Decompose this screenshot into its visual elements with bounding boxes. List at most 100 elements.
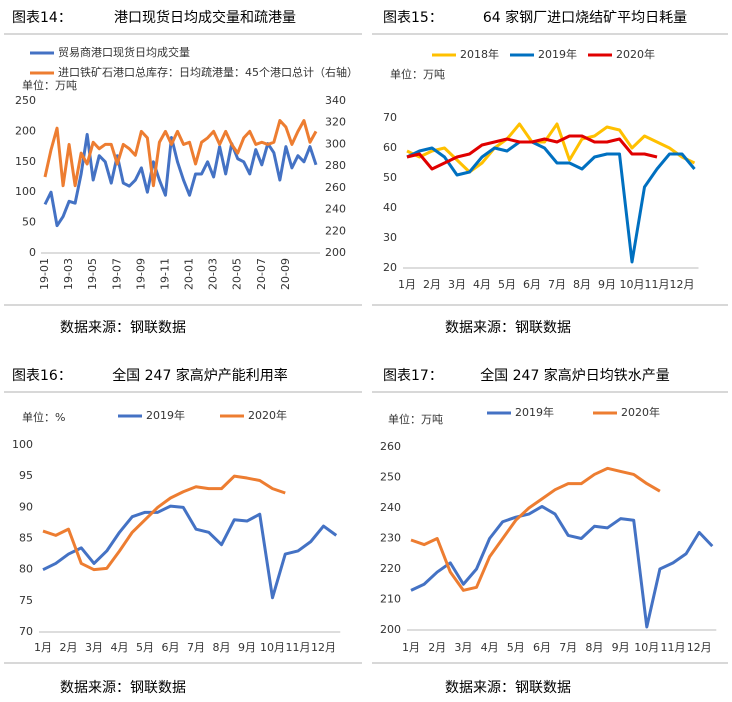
x-tick-label: 20-03 bbox=[207, 258, 220, 290]
y-tick-label: 50 bbox=[22, 216, 36, 229]
y-tick-label: 40 bbox=[383, 201, 397, 214]
series-line bbox=[42, 504, 338, 600]
x-tick-label: 4月 bbox=[481, 641, 499, 654]
legend-label: 2018年 bbox=[460, 47, 499, 61]
x-tick-label: 5月 bbox=[507, 641, 525, 654]
x-tick-label: 1月 bbox=[402, 641, 420, 654]
series-line bbox=[42, 474, 286, 572]
x-tick-label: 19-01 bbox=[38, 258, 51, 290]
y2-tick-label: 280 bbox=[325, 159, 346, 172]
x-tick-label: 5月 bbox=[498, 278, 516, 291]
legend-label: 2019年 bbox=[538, 47, 577, 61]
x-tick-label: 5月 bbox=[136, 641, 154, 654]
x-tick-label: 2月 bbox=[428, 641, 446, 654]
x-tick-label: 7月 bbox=[559, 641, 577, 654]
y-tick-label: 230 bbox=[380, 532, 401, 545]
y-tick-label: 90 bbox=[19, 500, 33, 513]
x-tick-label: 6月 bbox=[162, 641, 180, 654]
x-tick-label: 12月 bbox=[687, 641, 712, 654]
y-tick-label: 85 bbox=[19, 532, 33, 545]
y-tick-label: 80 bbox=[19, 563, 33, 576]
legend-label: 2019年 bbox=[515, 405, 554, 419]
x-tick-label: 4月 bbox=[473, 278, 491, 291]
series-line bbox=[410, 504, 714, 629]
figure-label: 图表17： bbox=[383, 368, 443, 384]
x-tick-label: 3月 bbox=[454, 641, 472, 654]
x-tick-label: 8月 bbox=[213, 641, 231, 654]
x-tick-label: 9月 bbox=[238, 641, 256, 654]
y-tick-label: 70 bbox=[19, 625, 33, 638]
x-tick-label: 4月 bbox=[111, 641, 129, 654]
x-tick-label: 9月 bbox=[612, 641, 630, 654]
y-tick-label: 210 bbox=[380, 593, 401, 606]
unit-label: 单位：% bbox=[22, 410, 65, 424]
y-tick-label: 50 bbox=[383, 171, 397, 184]
legend-label: 2019年 bbox=[146, 408, 185, 422]
x-tick-label: 11月 bbox=[645, 278, 670, 291]
x-tick-label: 20-07 bbox=[255, 258, 268, 290]
unit-label: 单位：万吨 bbox=[390, 67, 445, 81]
y-tick-label: 100 bbox=[12, 438, 33, 451]
source-note: 数据来源：钢联数据 bbox=[60, 680, 186, 696]
y-tick-label: 150 bbox=[15, 155, 36, 168]
y-tick-label: 250 bbox=[380, 471, 401, 484]
y-tick-label: 20 bbox=[383, 261, 397, 274]
x-tick-label: 10月 bbox=[634, 641, 659, 654]
series-line bbox=[43, 132, 318, 228]
y-tick-label: 95 bbox=[19, 469, 33, 482]
unit-label: 单位：万吨 bbox=[388, 412, 443, 426]
x-tick-label: 8月 bbox=[573, 278, 591, 291]
x-tick-label: 2月 bbox=[423, 278, 441, 291]
x-tick-label: 12月 bbox=[670, 278, 695, 291]
x-tick-label: 20-09 bbox=[279, 258, 292, 290]
figure-label: 图表15： bbox=[383, 10, 443, 26]
y-tick-label: 60 bbox=[383, 141, 397, 154]
source-note: 数据来源：钢联数据 bbox=[445, 680, 571, 696]
series-line bbox=[43, 119, 318, 188]
unit-label: 单位：万吨 bbox=[22, 78, 77, 92]
x-tick-label: 10月 bbox=[620, 278, 645, 291]
x-tick-label: 9月 bbox=[598, 278, 616, 291]
source-note: 数据来源：钢联数据 bbox=[60, 320, 186, 336]
x-tick-label: 7月 bbox=[187, 641, 205, 654]
legend-label: 2020年 bbox=[621, 405, 660, 419]
x-tick-label: 19-07 bbox=[110, 258, 123, 290]
figure-label: 图表16： bbox=[12, 368, 72, 384]
series-line bbox=[406, 134, 658, 171]
y-tick-label: 100 bbox=[15, 185, 36, 198]
y-tick-label: 75 bbox=[19, 594, 33, 607]
y2-tick-label: 320 bbox=[325, 116, 346, 129]
legend-label: 2020年 bbox=[248, 408, 287, 422]
x-tick-label: 19-03 bbox=[62, 258, 75, 290]
x-tick-label: 10月 bbox=[260, 641, 285, 654]
legend-label: 贸易商港口现货日均成交量 bbox=[58, 45, 190, 59]
series-line bbox=[410, 466, 661, 592]
chart-title: 港口现货日均成交量和疏港量 bbox=[114, 9, 296, 26]
figure-label: 图表14： bbox=[12, 10, 72, 26]
y-tick-label: 260 bbox=[380, 440, 401, 453]
x-tick-label: 20-05 bbox=[231, 258, 244, 290]
x-tick-label: 3月 bbox=[448, 278, 466, 291]
x-tick-label: 11月 bbox=[286, 641, 311, 654]
x-tick-label: 6月 bbox=[523, 278, 541, 291]
y-tick-label: 220 bbox=[380, 562, 401, 575]
x-tick-label: 19-09 bbox=[134, 258, 147, 290]
y-tick-label: 240 bbox=[380, 501, 401, 514]
source-note: 数据来源：钢联数据 bbox=[445, 320, 571, 336]
x-tick-label: 3月 bbox=[85, 641, 103, 654]
x-tick-label: 20-01 bbox=[183, 258, 196, 290]
y-tick-label: 200 bbox=[15, 124, 36, 137]
y-tick-label: 30 bbox=[383, 231, 397, 244]
legend-label: 2020年 bbox=[616, 47, 655, 61]
x-tick-label: 19-05 bbox=[86, 258, 99, 290]
y2-tick-label: 240 bbox=[325, 203, 346, 216]
chart-title: 64 家钢厂进口烧结矿平均日耗量 bbox=[483, 9, 687, 26]
x-tick-label: 1月 bbox=[34, 641, 52, 654]
x-tick-label: 8月 bbox=[585, 641, 603, 654]
y-tick-label: 70 bbox=[383, 111, 397, 124]
y-tick-label: 200 bbox=[380, 623, 401, 636]
y-tick-label: 0 bbox=[29, 246, 36, 259]
y2-tick-label: 260 bbox=[325, 181, 346, 194]
y-tick-label: 250 bbox=[15, 94, 36, 107]
